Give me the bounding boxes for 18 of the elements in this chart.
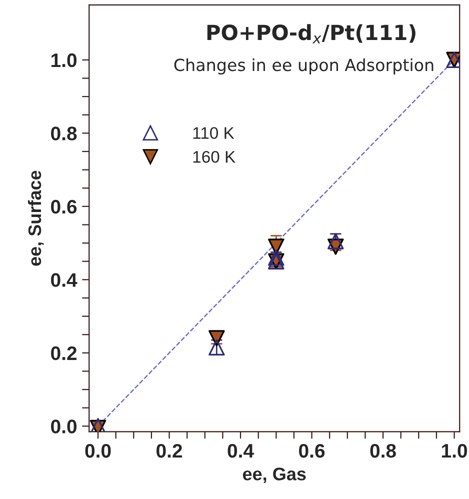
x-tick-label: 1.0	[442, 444, 467, 458]
legend-label: 110 K	[193, 127, 234, 139]
text: PO+PO-d$_{x}$/Pt(111)	[207, 24, 416, 44]
y-tick-label: 0.0	[51, 420, 77, 434]
y-tick-label: 0.2	[51, 346, 77, 360]
y-axis-title: ee, Surface	[28, 170, 44, 266]
x-tick-label: 0.8	[370, 444, 396, 458]
text: Changes in ee upon Adsorption	[174, 58, 434, 74]
x-tick-label: 0.4	[228, 444, 254, 458]
legend-label: 160 K	[193, 150, 236, 163]
y-tick-label: 1.0	[52, 53, 77, 68]
y-tick-label: 0.4	[51, 273, 78, 287]
x-tick-label: 0.2	[156, 444, 182, 458]
y-tick-label: 0.8	[51, 126, 77, 140]
x-tick-label: 0.6	[299, 444, 325, 458]
x-axis-title: ee, Gas	[242, 468, 306, 483]
x-tick-label: 0.0	[85, 444, 111, 458]
y-tick-label: 0.6	[51, 200, 77, 214]
